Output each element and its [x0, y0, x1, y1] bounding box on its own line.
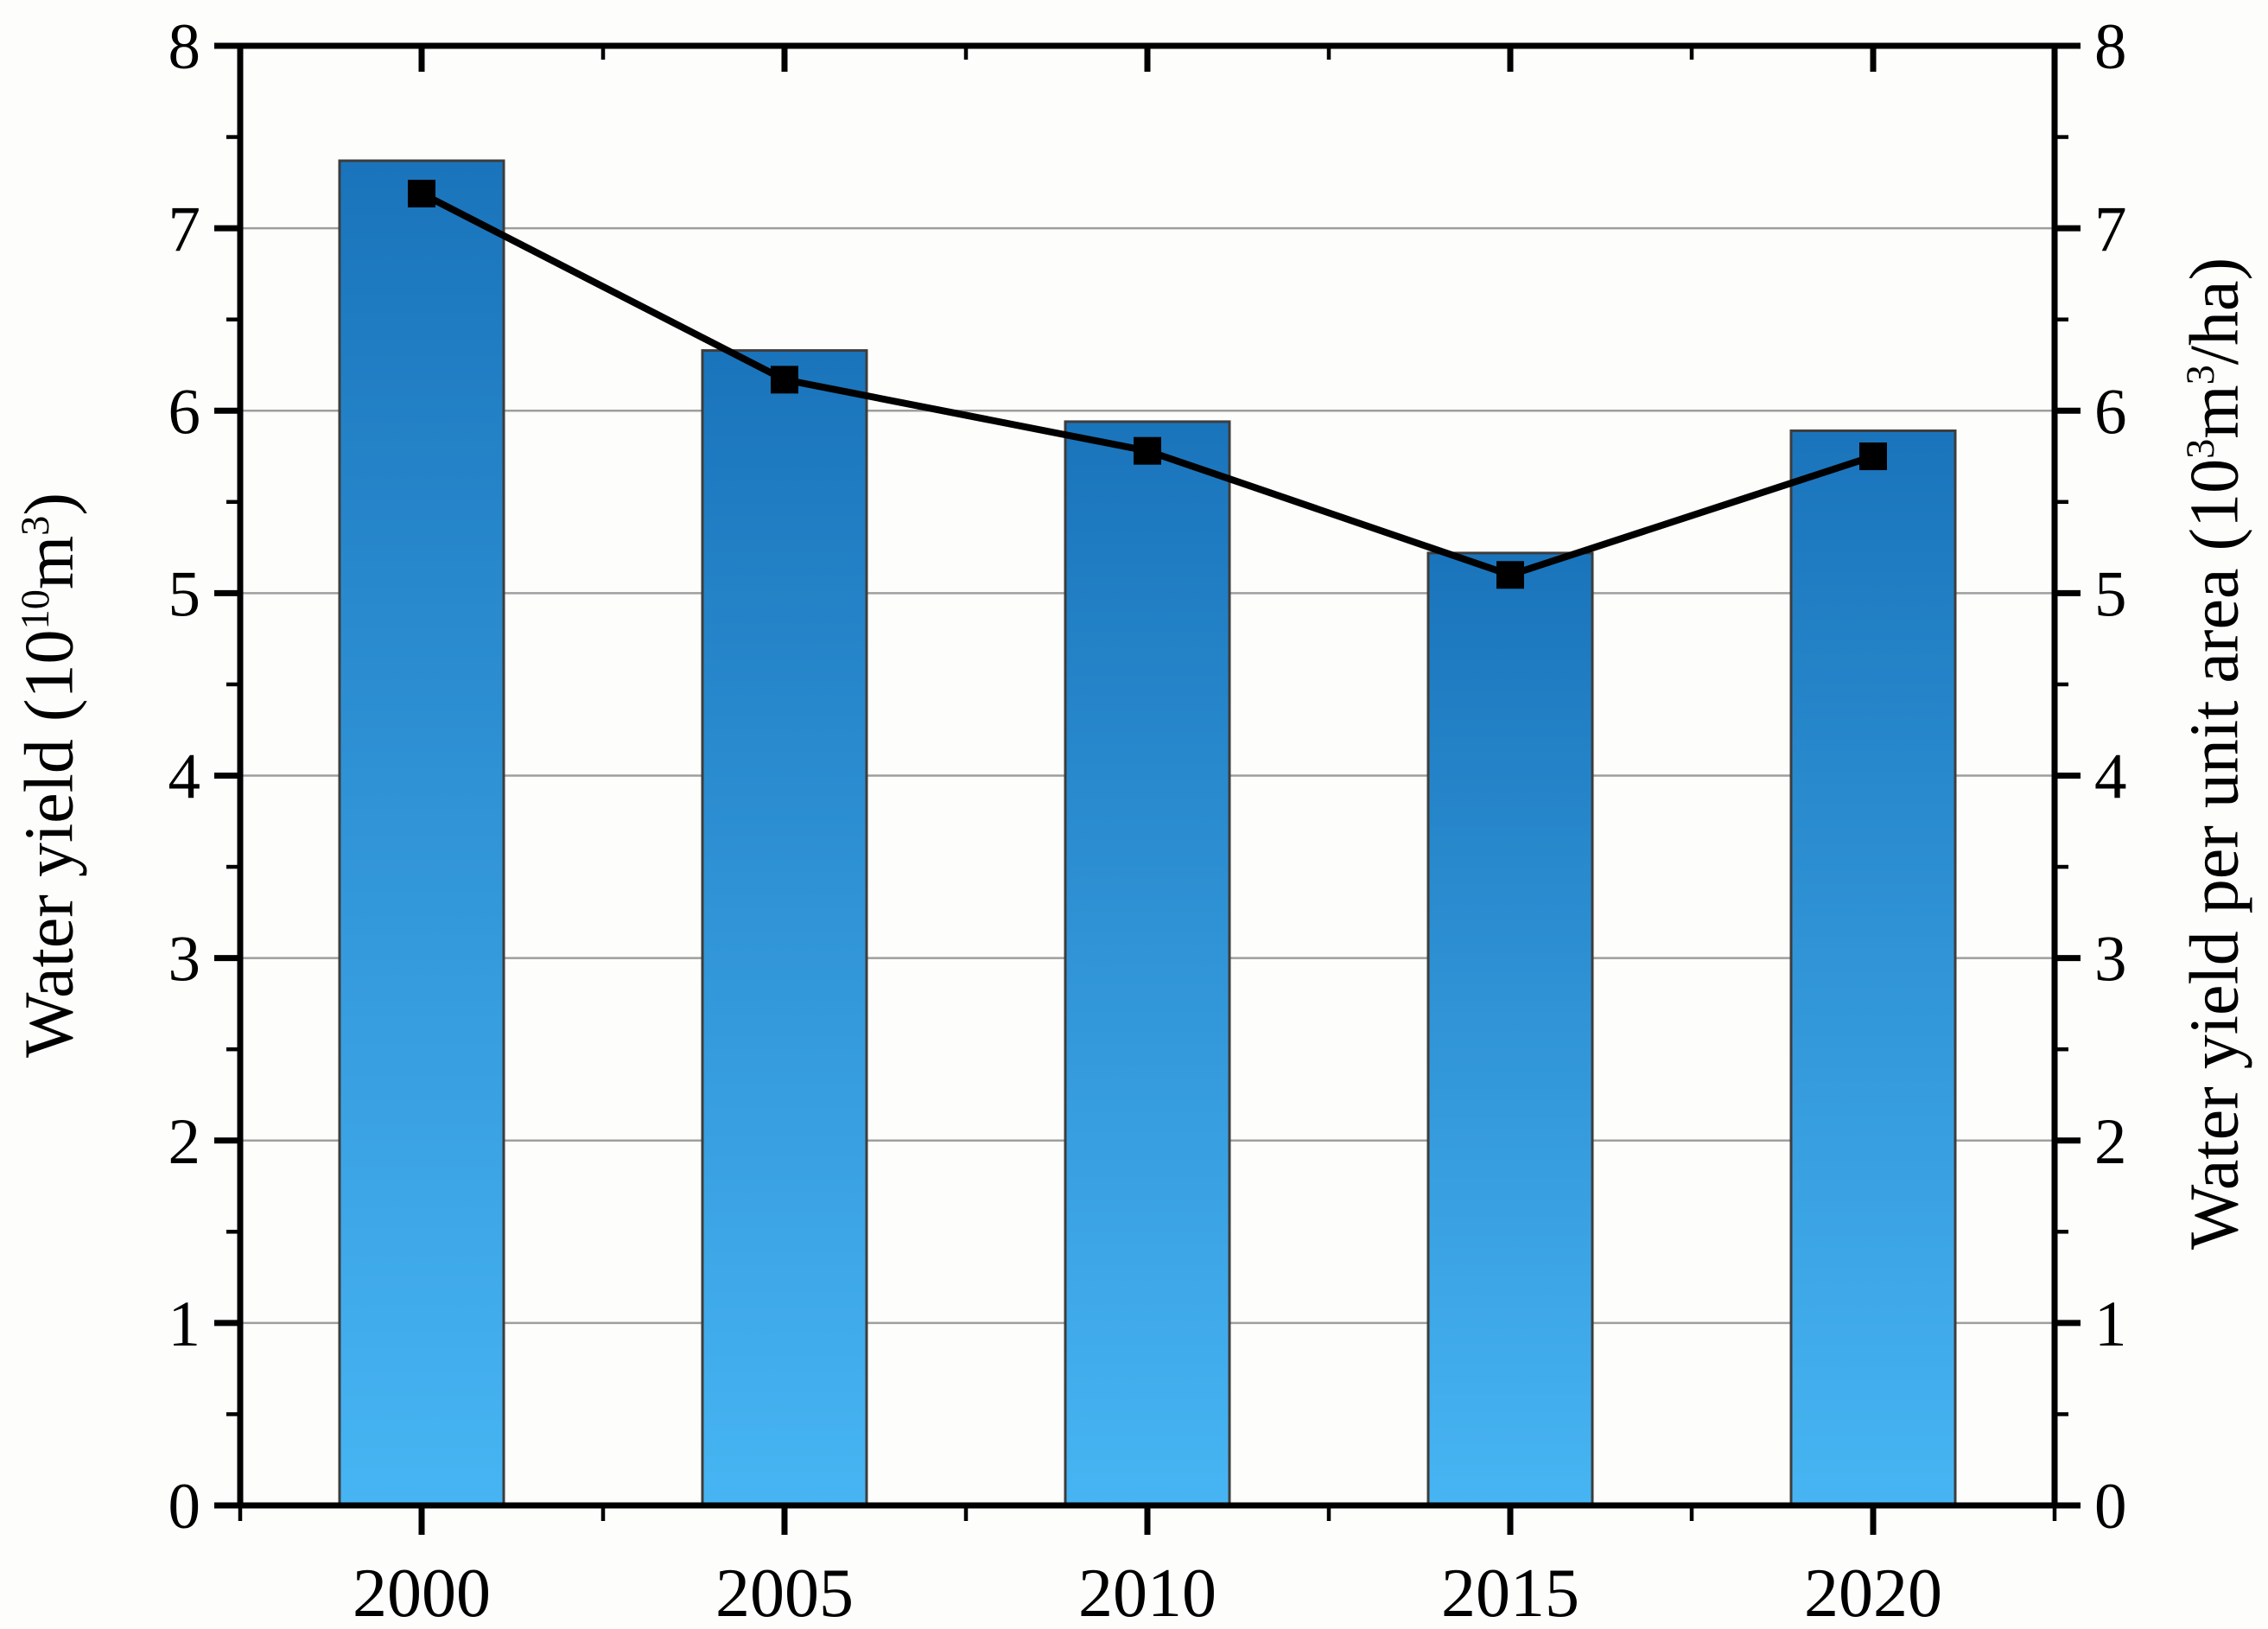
right-y-tick-label-0: 0 — [2094, 1471, 2127, 1543]
right-y-tick-label-2: 2 — [2094, 1106, 2127, 1178]
x-tick-label-2015: 2015 — [1441, 1556, 1579, 1629]
marker-2005 — [771, 366, 798, 394]
left-y-tick-label-8: 8 — [168, 11, 201, 83]
right-y-tick-label-5: 5 — [2094, 558, 2127, 630]
x-tick-label-2000: 2000 — [353, 1556, 491, 1629]
left-y-tick-label-4: 4 — [168, 741, 201, 813]
marker-2000 — [408, 180, 435, 208]
x-tick-label-2005: 2005 — [715, 1556, 854, 1629]
bar-2010 — [1064, 420, 1231, 1507]
marker-2010 — [1134, 436, 1161, 465]
marker-2015 — [1496, 561, 1524, 589]
left-axis-title: Water yield (1010m3) — [11, 492, 88, 1059]
left-y-tick-label-5: 5 — [168, 558, 201, 630]
right-y-tick-label-8: 8 — [2094, 11, 2127, 83]
line-series — [408, 180, 1887, 589]
ticks — [214, 42, 2081, 1535]
left-y-tick-label-3: 3 — [168, 924, 201, 996]
x-tick-label-2010: 2010 — [1078, 1556, 1217, 1629]
marker-2020 — [1859, 442, 1887, 471]
x-tick-label-2020: 2020 — [1804, 1556, 1942, 1629]
right-y-tick-label-6: 6 — [2094, 376, 2127, 448]
right-y-tick-label-7: 7 — [2094, 194, 2127, 265]
tick-labels: 0 0 1 1 2 2 3 3 4 4 5 5 6 6 7 7 8 8 2000 2005 2010 2015 2020 — [168, 11, 2127, 1629]
right-y-tick-label-4: 4 — [2094, 741, 2127, 813]
right-axis-title: Water yield per unit area (103m3/ha) — [2176, 257, 2253, 1250]
right-y-tick-label-1: 1 — [2094, 1289, 2127, 1360]
left-y-tick-label-7: 7 — [168, 194, 201, 265]
bar-2015 — [1426, 551, 1594, 1507]
left-y-tick-label-6: 6 — [168, 376, 201, 448]
bar-series — [338, 159, 1957, 1507]
right-y-tick-label-3: 3 — [2094, 924, 2127, 996]
left-y-tick-label-1: 1 — [168, 1289, 201, 1360]
left-y-tick-label-2: 2 — [168, 1106, 201, 1178]
left-y-tick-label-0: 0 — [168, 1471, 201, 1543]
bar-2000 — [338, 159, 505, 1507]
bar-2020 — [1789, 429, 1957, 1507]
bar-2005 — [701, 349, 868, 1507]
